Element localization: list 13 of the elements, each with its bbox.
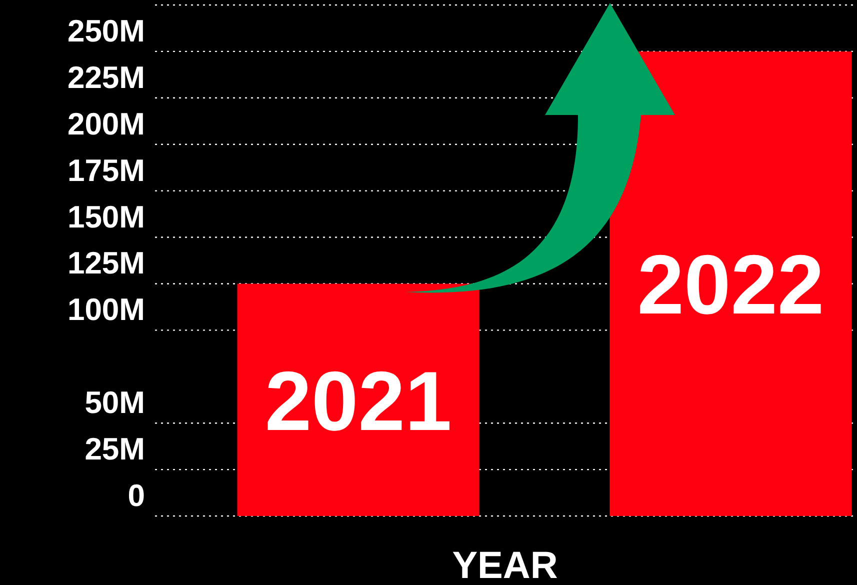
y-tick-label: 225M	[67, 60, 145, 95]
x-axis-title: YEAR	[452, 545, 558, 585]
x-tick-label: 2021	[264, 354, 452, 448]
y-tick-label: 25M	[84, 432, 145, 467]
y-tick-label: 175M	[67, 152, 145, 188]
y-tick-label: 150M	[67, 199, 145, 234]
y-tick-label: 125M	[67, 246, 145, 281]
y-tick-label: 200M	[67, 106, 145, 142]
y-tick-label: 0	[128, 478, 145, 513]
x-tick-label: 2022	[637, 238, 824, 332]
y-tick-label: 100M	[67, 292, 145, 328]
y-tick-label: 250M	[67, 13, 145, 48]
y-tick-label: 50M	[84, 385, 145, 420]
